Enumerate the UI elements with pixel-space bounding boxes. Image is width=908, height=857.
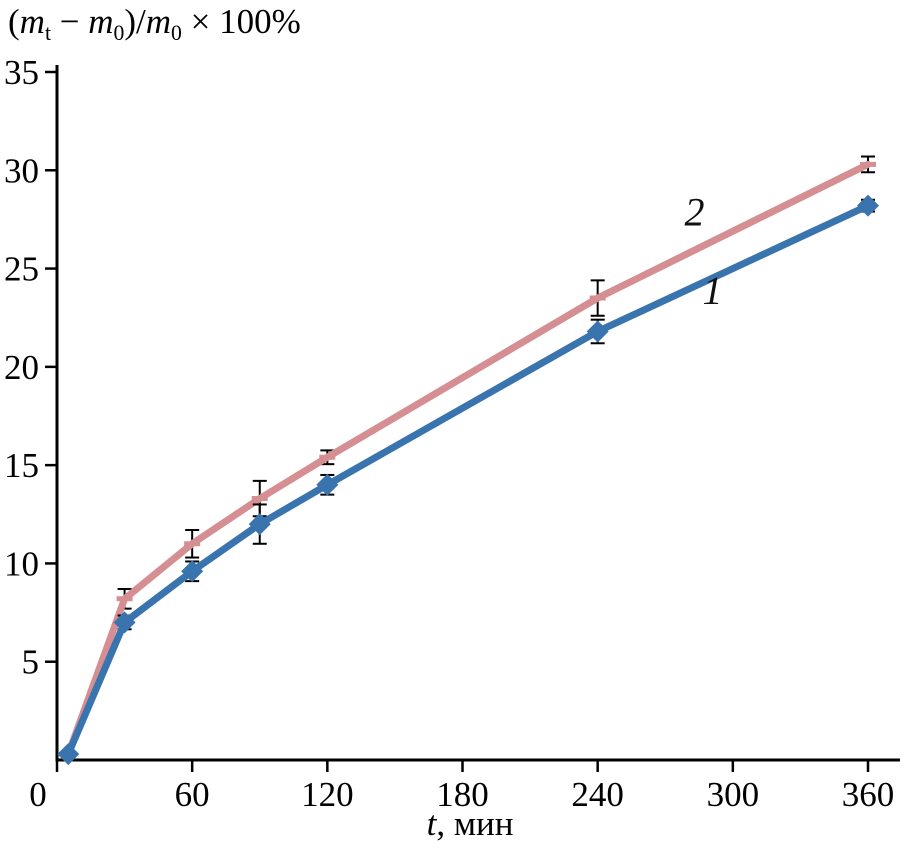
diamond-marker [316, 473, 339, 496]
y-tick-label: 10 [4, 544, 39, 583]
axis-title-part: × 100% [181, 2, 301, 41]
diamond-marker [57, 743, 80, 766]
x-tick-label: 0 [29, 775, 47, 814]
y-tick-label: 5 [22, 643, 40, 682]
x-tick-label: 180 [436, 775, 489, 814]
axis-title-part: t [44, 20, 51, 45]
axis-title-part: ( [8, 2, 20, 41]
x-tick-label: 60 [175, 775, 210, 814]
diamond-marker [586, 320, 609, 343]
x-tick-label: 300 [707, 775, 760, 814]
axis-title-part: 0 [113, 20, 125, 45]
diamond-marker [857, 194, 879, 217]
x-axis-title: t, мин [40, 804, 900, 844]
axis-title-part: , мин [436, 804, 514, 843]
axis-title-part: m [88, 2, 114, 41]
y-tick-label: 20 [4, 348, 39, 387]
y-tick-label: 15 [4, 446, 39, 485]
axis-title-part: m [145, 2, 172, 41]
y-tick-label: 35 [4, 53, 39, 92]
x-tick-label: 120 [301, 775, 354, 814]
diamond-marker [248, 513, 271, 536]
axis-title-part: − [50, 2, 89, 41]
y-tick-label: 30 [4, 151, 39, 190]
axis-title-part: t [426, 804, 437, 843]
series-label-2: 2 [685, 189, 705, 234]
x-tick-label: 360 [842, 775, 895, 814]
axis-title-part: 0 [171, 20, 182, 45]
series-line-2 [64, 160, 872, 758]
series-line-1 [64, 202, 872, 758]
series-label-1: 1 [703, 268, 723, 313]
y-axis-title: (mt − m0)/m0 × 100% [8, 2, 301, 46]
x-tick-label: 240 [571, 775, 624, 814]
axis-title-part: m [19, 2, 45, 41]
diamond-marker [181, 560, 204, 583]
diamond-marker [113, 611, 136, 634]
y-tick-label: 25 [4, 250, 39, 289]
axis-title-part: )/ [124, 2, 146, 41]
